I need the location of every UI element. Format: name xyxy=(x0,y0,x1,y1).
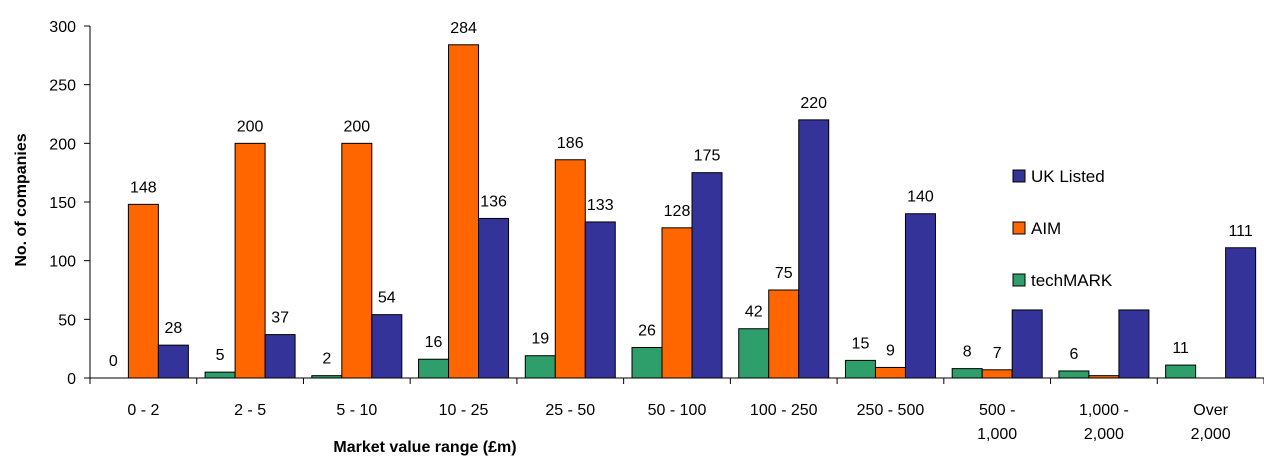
y-tick-label: 300 xyxy=(49,19,76,36)
x-tick-label: 0 - 2 xyxy=(127,402,159,419)
bar-uk-listed xyxy=(798,119,830,379)
bar-aim xyxy=(1088,375,1120,379)
bar-aim xyxy=(448,44,480,379)
data-label-uk-listed: 140 xyxy=(907,189,934,206)
bar-aim xyxy=(981,369,1013,379)
data-label-techmark: 15 xyxy=(852,335,870,352)
x-tick-label: 2 - 5 xyxy=(234,402,266,419)
bar-uk-listed xyxy=(691,172,723,379)
data-label-aim: 200 xyxy=(237,118,264,135)
legend-swatch-techmark xyxy=(1012,273,1026,287)
legend: UK Listed AIM techMARK xyxy=(1012,167,1113,290)
bar-uk-listed xyxy=(157,344,189,379)
data-label-techmark: 6 xyxy=(1069,346,1078,363)
x-tick-label: 5 - 10 xyxy=(336,402,377,419)
data-labels: 0 5 2 16 19 26 42 15 8 6 11 148 200 200 284 186 128 75 9 7 2… xyxy=(109,20,1253,370)
bar-aim xyxy=(127,203,159,379)
bar-aim xyxy=(234,142,266,379)
x-tick-label: 1,000 - xyxy=(1079,402,1129,419)
y-tick-label: 50 xyxy=(58,312,76,329)
legend-label-techmark: techMARK xyxy=(1031,271,1113,290)
bar-techmark xyxy=(1058,370,1090,379)
data-label-aim: 186 xyxy=(557,135,584,152)
data-label-aim: 148 xyxy=(130,179,157,196)
bar-uk-listed xyxy=(478,217,510,379)
data-label-techmark: 16 xyxy=(425,334,443,351)
bar-techmark xyxy=(1165,364,1197,379)
data-label-uk-listed: 220 xyxy=(800,95,827,112)
data-label-techmark: 26 xyxy=(638,322,656,339)
bar-techmark xyxy=(951,368,983,379)
data-label-techmark: 5 xyxy=(216,347,225,364)
data-label-techmark: 11 xyxy=(1172,340,1189,357)
x-tick-label: 1,000 xyxy=(977,426,1017,443)
data-label-aim: 7 xyxy=(993,345,1002,362)
y-axis-title: No. of companies xyxy=(13,133,30,266)
y-tick-label: 150 xyxy=(49,195,76,212)
data-label-uk-listed: 28 xyxy=(164,320,182,337)
y-tick-label: 200 xyxy=(49,136,76,153)
data-label-uk-listed: 133 xyxy=(587,197,614,214)
data-label-techmark: 42 xyxy=(745,304,763,321)
legend-label-aim: AIM xyxy=(1031,219,1061,238)
x-tick-label: 50 - 100 xyxy=(648,402,707,419)
bar-aim xyxy=(554,159,586,379)
legend-label-uk-listed: UK Listed xyxy=(1031,167,1105,186)
x-tick-label: 100 - 250 xyxy=(750,402,818,419)
x-tick-label: 250 - 500 xyxy=(857,402,925,419)
bar-aim xyxy=(661,227,693,379)
data-label-aim: 200 xyxy=(343,118,370,135)
bar-uk-listed xyxy=(264,334,296,379)
bar-uk-listed xyxy=(904,213,936,379)
bar-aim xyxy=(874,366,906,379)
data-label-aim: 9 xyxy=(886,342,895,359)
data-label-techmark: 8 xyxy=(963,344,972,361)
bar-techmark xyxy=(844,359,876,379)
x-tick-label: Over xyxy=(1193,402,1228,419)
bar-uk-listed xyxy=(1225,247,1257,379)
bar-uk-listed xyxy=(371,314,403,379)
data-label-uk-listed: 175 xyxy=(694,148,721,165)
x-tick-label: 2,000 xyxy=(1084,426,1124,443)
bars xyxy=(127,44,1257,379)
bar-techmark xyxy=(631,346,663,379)
data-label-uk-listed: 136 xyxy=(480,193,507,210)
x-axis: 0 - 2 2 - 5 5 - 10 10 - 25 25 - 50 50 - 100 10… xyxy=(89,377,1264,443)
bar-techmark xyxy=(738,328,770,379)
y-tick-label: 250 xyxy=(49,78,76,95)
bar-techmark xyxy=(418,358,450,379)
data-label-uk-listed: 111 xyxy=(1228,223,1252,240)
x-tick-label: 10 - 25 xyxy=(439,402,489,419)
data-label-techmark: 2 xyxy=(322,351,331,368)
data-label-uk-listed: 54 xyxy=(378,290,396,307)
legend-swatch-uk-listed xyxy=(1012,169,1026,183)
x-tick-label: 2,000 xyxy=(1191,426,1231,443)
data-label-aim: 75 xyxy=(775,265,793,282)
bar-techmark xyxy=(524,355,556,379)
data-label-aim: 128 xyxy=(664,203,691,220)
bar-techmark xyxy=(204,371,236,379)
bar-uk-listed xyxy=(584,221,616,379)
bar-aim xyxy=(341,142,373,379)
legend-swatch-aim xyxy=(1012,221,1026,235)
bar-techmark xyxy=(311,375,343,379)
data-label-techmark: 19 xyxy=(531,331,549,348)
data-label-uk-listed: 37 xyxy=(271,310,289,327)
y-tick-label: 100 xyxy=(49,254,76,271)
y-axis: 0 50 100 150 200 250 300 xyxy=(49,19,91,388)
bar-aim xyxy=(768,289,800,379)
x-axis-title: Market value range (£m) xyxy=(333,439,516,456)
bar-uk-listed xyxy=(1011,309,1043,379)
data-label-techmark: 0 xyxy=(109,353,118,370)
data-label-aim: 284 xyxy=(450,20,477,37)
x-tick-label: 25 - 50 xyxy=(545,402,595,419)
y-tick-label: 0 xyxy=(67,371,76,388)
bar-uk-listed xyxy=(1118,309,1150,379)
x-tick-label: 500 - xyxy=(979,402,1015,419)
